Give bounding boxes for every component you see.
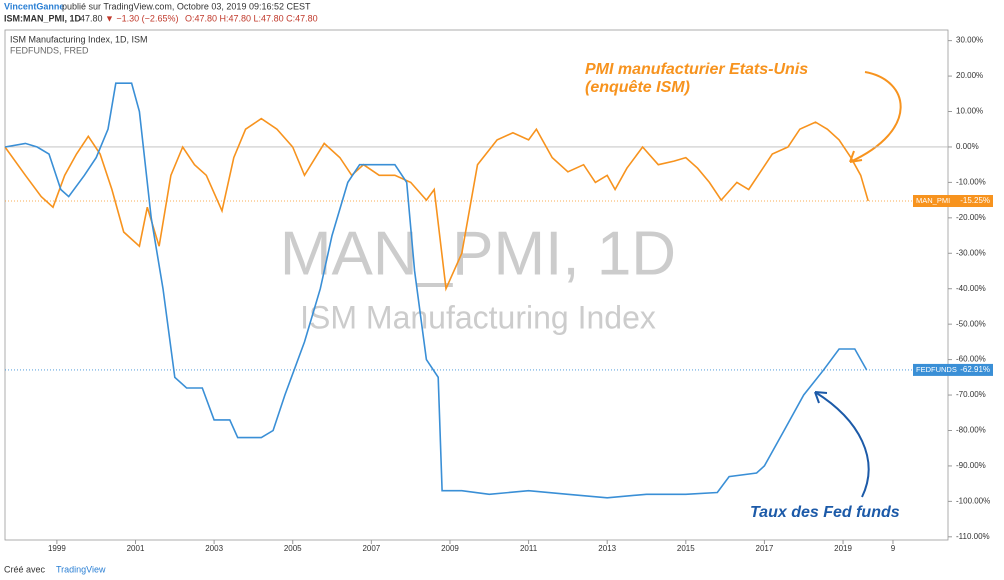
x-tick-label: 2011: [520, 544, 538, 553]
x-tick-label: 1999: [48, 544, 66, 553]
arrow-head: [849, 150, 863, 163]
y-tick-label: -70.00%: [956, 390, 986, 399]
y-tick-label: -10.00%: [956, 178, 986, 187]
change: ▼ −1.30 (−2.65%): [105, 13, 178, 23]
annotation: Taux des Fed funds: [750, 504, 900, 521]
price-tag-value: -62.91%: [960, 365, 990, 374]
y-tick-label: -30.00%: [956, 248, 986, 257]
y-tick-label: 30.00%: [956, 36, 983, 45]
y-tick-label: -110.00%: [956, 532, 990, 541]
y-tick-label: -80.00%: [956, 426, 986, 435]
x-tick-label: 2017: [756, 544, 774, 553]
y-tick-label: 10.00%: [956, 107, 983, 116]
footer-text: Créé avec: [4, 564, 46, 574]
x-tick-label: 2013: [598, 544, 616, 553]
annotation: (enquête ISM): [585, 79, 690, 96]
series-line: [4, 82, 868, 499]
annotation: PMI manufacturier Etats-Unis: [585, 61, 808, 78]
x-tick-label: 2003: [205, 544, 223, 553]
price-tag: [913, 195, 993, 208]
arrow: [814, 391, 870, 498]
x-tick-label: 2019: [834, 544, 852, 553]
y-tick-label: -40.00%: [956, 284, 986, 293]
y-tick-label: 0.00%: [956, 142, 979, 151]
watermark-subtitle: ISM Manufacturing Index: [300, 299, 656, 335]
y-tick-label: -100.00%: [956, 496, 990, 505]
footer-brand[interactable]: TradingView: [56, 564, 106, 574]
series-line: [4, 117, 869, 292]
x-tick-label: 2015: [677, 544, 695, 553]
y-tick-label: -60.00%: [956, 355, 986, 364]
x-tick-label: 9: [891, 544, 896, 553]
x-tick-label: 2005: [284, 544, 302, 553]
arrow: [849, 71, 902, 163]
x-tick-label: 2001: [127, 544, 145, 553]
legend-entry: FEDFUNDS, FRED: [10, 45, 89, 55]
symbol: ISM:MAN_PMI, 1D: [4, 13, 82, 23]
price-tag-name: FEDFUNDS: [916, 365, 957, 374]
watermark-title: MAN_PMI, 1D: [280, 219, 676, 288]
y-tick-label: -90.00%: [956, 461, 986, 470]
author[interactable]: VincentGanne: [4, 1, 64, 11]
arrow-head: [814, 391, 828, 404]
x-tick-label: 2009: [441, 544, 459, 553]
published: publié sur TradingView.com, Octobre 03, …: [62, 1, 311, 11]
price-tag-name: MAN_PMI: [916, 196, 950, 205]
price-tag-value: -15.25%: [960, 196, 990, 205]
y-tick-label: -50.00%: [956, 319, 986, 328]
plot-frame: [4, 29, 949, 541]
x-tick-label: 2007: [362, 544, 380, 553]
quote: 47.80: [80, 13, 103, 23]
ohlc: O:47.80 H:47.80 L:47.80 C:47.80: [185, 13, 318, 23]
legend-entry: ISM Manufacturing Index, 1D, ISM: [10, 34, 148, 44]
price-tag: [913, 363, 993, 376]
y-tick-label: -20.00%: [956, 213, 986, 222]
y-tick-label: 20.00%: [956, 71, 983, 80]
